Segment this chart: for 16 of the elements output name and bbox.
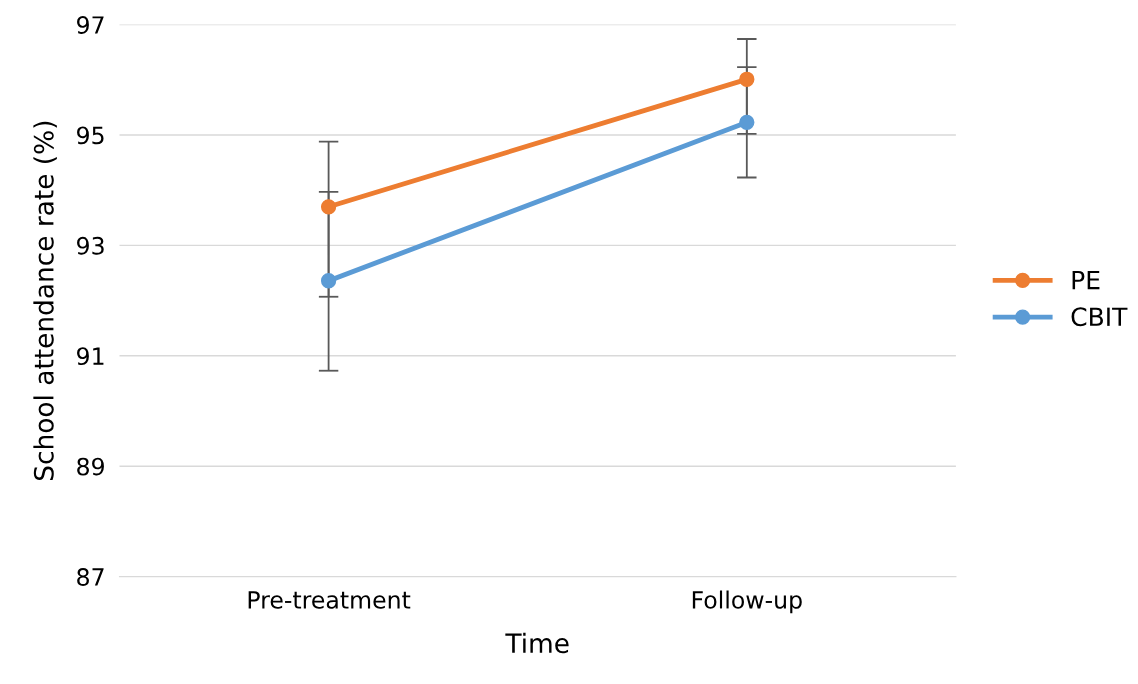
y-tick-label: 87 — [77, 568, 104, 586]
legend-label: CBIT — [1071, 307, 1128, 327]
y-tick-label: 93 — [77, 236, 104, 255]
x-tick-label: Pre-treatment — [248, 591, 411, 609]
point — [739, 71, 755, 87]
legend-label: PE — [1072, 270, 1100, 290]
y-tick-label: 89 — [77, 457, 104, 476]
point — [739, 114, 755, 130]
x-tick-label: Follow-up — [692, 590, 802, 614]
y-tick-label: 95 — [77, 126, 104, 145]
point — [320, 199, 337, 215]
point — [320, 273, 337, 289]
y-tick-label: 97 — [77, 16, 104, 34]
y-axis-title: School attendance rate (%) — [33, 121, 57, 481]
y-tick-label: 91 — [77, 347, 104, 366]
x-axis-title: Time — [505, 632, 569, 654]
